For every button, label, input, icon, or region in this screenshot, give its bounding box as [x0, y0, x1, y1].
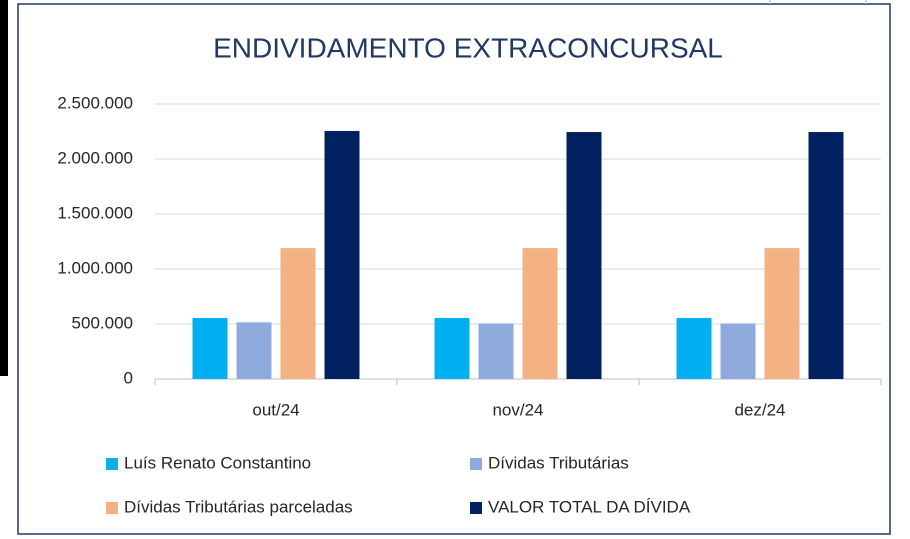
bar: [434, 317, 470, 379]
bar: [720, 323, 756, 379]
legend-label: Luís Renato Constantino: [124, 453, 311, 472]
bar: [478, 323, 514, 379]
x-tick-label: out/24: [252, 400, 299, 419]
bar: [324, 130, 360, 379]
window-edge: [0, 0, 8, 376]
legend-label: Dívidas Tributárias: [488, 453, 629, 472]
legend-swatch: [106, 458, 118, 470]
x-tick-label: dez/24: [734, 400, 785, 419]
bar: [236, 322, 272, 379]
y-tick-label: 1.500.000: [57, 203, 133, 222]
chart-title: ENDIVIDAMENTO EXTRACONCURSAL: [213, 32, 723, 63]
bar: [808, 132, 844, 379]
bar: [676, 317, 712, 379]
legend-swatch: [106, 502, 118, 514]
y-tick-label: 2.500.000: [57, 93, 133, 112]
y-tick-label: 0: [124, 368, 133, 387]
y-tick-label: 1.000.000: [57, 258, 133, 277]
x-tick-label: nov/24: [492, 400, 543, 419]
bar: [192, 317, 228, 379]
legend-swatch: [470, 502, 482, 514]
bar: [522, 248, 558, 379]
y-tick-label: 500.000: [72, 313, 133, 332]
bar: [764, 248, 800, 379]
y-tick-label: 2.000.000: [57, 148, 133, 167]
bar: [280, 248, 316, 379]
bar: [566, 132, 602, 379]
legend-label: VALOR TOTAL DA DÍVIDA: [488, 497, 691, 516]
legend-label: Dívidas Tributárias parceladas: [124, 497, 353, 516]
legend-swatch: [470, 458, 482, 470]
